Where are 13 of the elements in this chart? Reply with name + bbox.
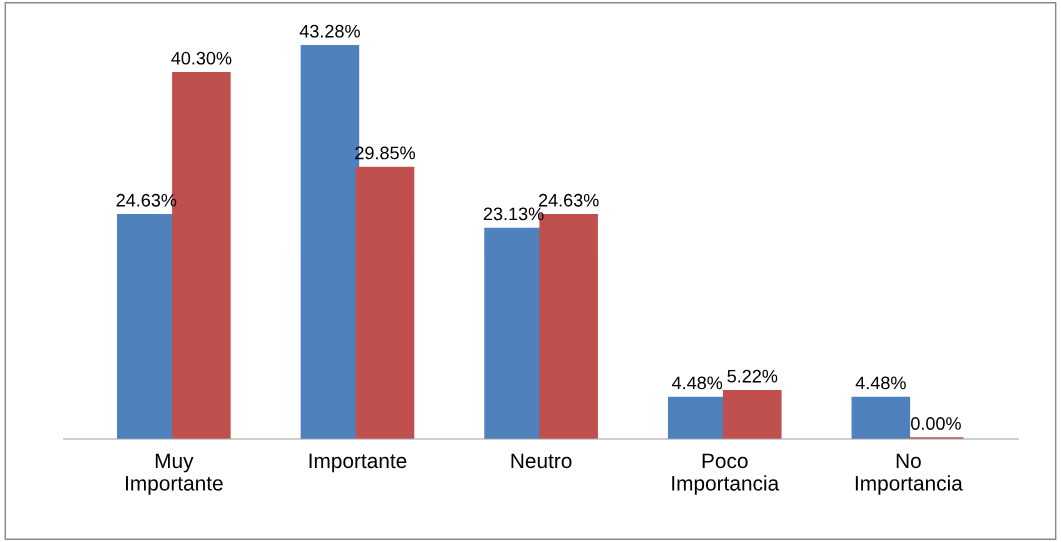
data-label: 4.48% bbox=[855, 376, 906, 390]
x-tick-label: Neutro bbox=[511, 453, 572, 469]
data-label: 0.00% bbox=[911, 417, 961, 430]
data-label: 5.22% bbox=[727, 369, 778, 383]
x-tick-label: Poco Importancia bbox=[672, 453, 780, 495]
x-tick-label: Muy Importante bbox=[125, 453, 223, 495]
data-label: 4.48% bbox=[672, 376, 723, 390]
data-label: 40.30% bbox=[171, 51, 232, 65]
data-label: 43.28% bbox=[299, 24, 360, 38]
x-tick-label: Importante bbox=[309, 453, 407, 473]
x-tick-label: No Importancia bbox=[855, 453, 963, 495]
data-label: 24.63% bbox=[538, 193, 599, 207]
data-label: 23.13% bbox=[483, 207, 544, 221]
